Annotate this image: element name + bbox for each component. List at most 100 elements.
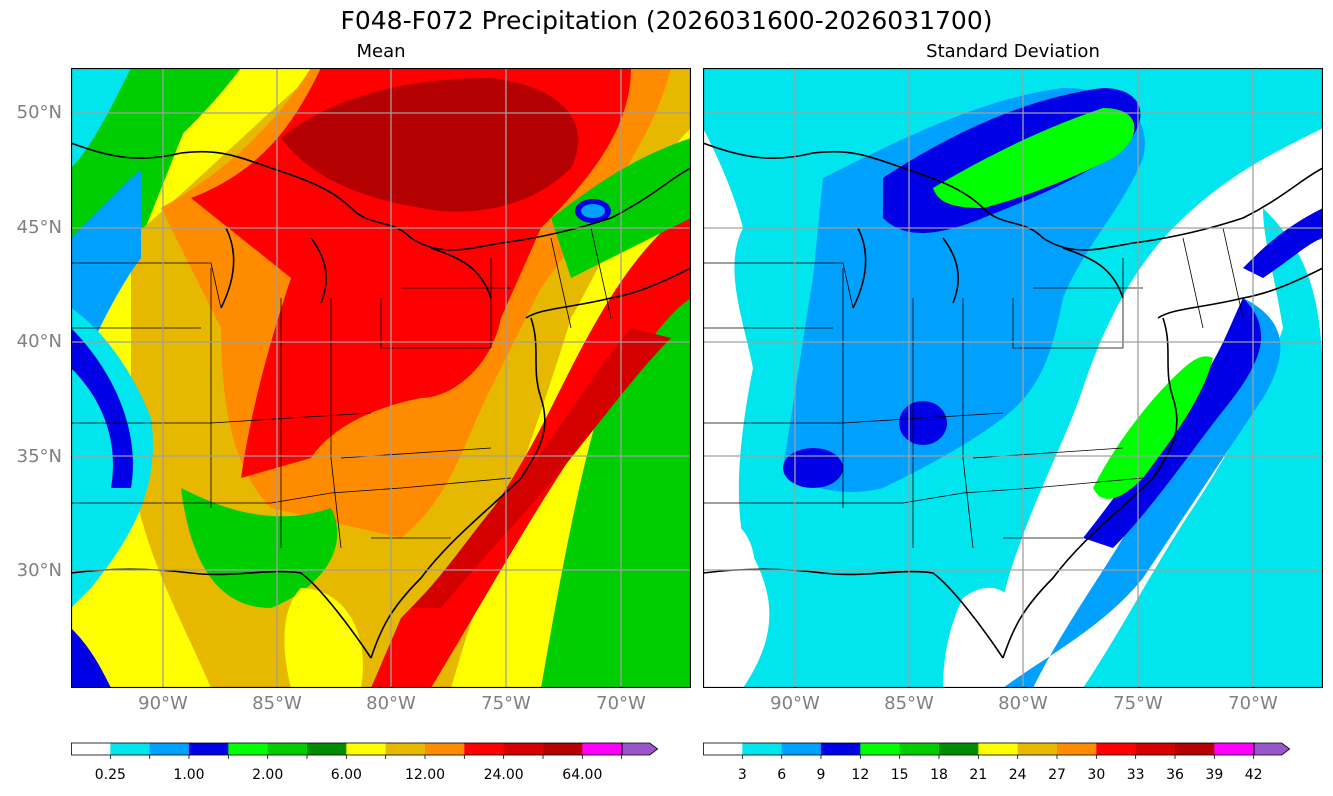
figure-title: F048-F072 Precipitation (2026031600-2026… <box>340 6 993 35</box>
lat-label-35n: 35°N <box>16 446 62 467</box>
mean-coastlines <box>71 142 691 659</box>
mean-contour-darkred-coast <box>411 328 671 608</box>
mean-colorbar-label: 64.00 <box>562 767 603 783</box>
stddev-lon-label-85w: 85°W <box>884 693 934 714</box>
mean-colorbar-swatch <box>228 743 269 755</box>
stddev-map-frame <box>703 68 1323 688</box>
stddev-colorbar <box>703 742 1291 759</box>
mean-panel-title: Mean <box>356 41 406 62</box>
mean-colorbar-label: 2.00 <box>252 767 284 783</box>
stddev-colorbar-outline <box>703 742 1255 756</box>
stddev-colorbar-label: 27 <box>1048 767 1066 783</box>
stddev-coastlines <box>703 142 1323 659</box>
mean-lon-label-75w: 75°W <box>481 693 531 714</box>
stddev-map <box>703 68 1323 688</box>
stddev-colorbar-label: 39 <box>1205 767 1224 783</box>
mean-colorbar-label: 1.00 <box>173 767 205 783</box>
mean-colorbar-swatch <box>110 743 151 755</box>
mean-colorbar-outline <box>71 742 623 756</box>
mean-colorbar-swatch <box>346 743 387 755</box>
mean-contour-cyan-northwest <box>71 68 131 168</box>
mean-contour-green-northwest <box>101 68 241 178</box>
mean-contour-blue-southwest <box>71 628 111 688</box>
stddev-colorbar-label: 36 <box>1166 767 1184 783</box>
mean-map-frame <box>71 68 691 688</box>
mean-lon-label-70w: 70°W <box>596 693 646 714</box>
mean-lon-label-80w: 80°W <box>366 693 416 714</box>
stddev-colorbar-label: 18 <box>930 767 948 783</box>
mean-contour-blue-west <box>71 328 133 488</box>
stddev-contour-white-florida <box>943 587 1025 688</box>
stddev-contour-blue-east <box>1243 208 1323 278</box>
mean-colorbar-swatch <box>425 743 465 755</box>
stddev-colorbar-swatch <box>1175 743 1215 755</box>
mean-colorbar-swatch <box>503 743 544 755</box>
stddev-colorbar-swatch <box>939 743 979 755</box>
mean-state-borders <box>71 227 612 549</box>
stddev-contour-lightblue <box>783 88 1145 492</box>
mean-colorbar-label: 12.00 <box>404 767 446 783</box>
stddev-contour-cyan-east <box>1083 208 1323 688</box>
mean-contour-darkred-north <box>281 78 579 212</box>
lat-label-50n: 50°N <box>16 102 62 123</box>
stddev-contour-blue-center <box>899 401 947 445</box>
stddev-colorbar-swatch <box>978 743 1019 755</box>
stddev-colorbar-swatch <box>821 743 861 755</box>
mean-colorbar-swatch <box>307 743 347 755</box>
stddev-colorbar-swatch <box>1214 743 1255 755</box>
stddev-colorbar-swatch <box>1017 743 1058 755</box>
mean-colorbar-label: 0.25 <box>94 767 126 783</box>
mean-lon-label-90w: 90°W <box>138 693 188 714</box>
lat-label-40n: 40°N <box>16 331 62 352</box>
mean-contour-green-south <box>181 488 338 608</box>
stddev-colorbar-label: 30 <box>1087 767 1106 783</box>
stddev-colorbar-label: 3 <box>737 767 747 783</box>
stddev-colorbar-label: 9 <box>816 767 826 783</box>
mean-colorbar-swatch <box>149 743 190 755</box>
stddev-colorbar-label: 24 <box>1008 767 1027 783</box>
mean-colorbar-swatch <box>582 743 623 755</box>
mean-lon-label-85w: 85°W <box>252 693 302 714</box>
mean-colorbar-label: 6.00 <box>330 767 362 783</box>
mean-colorbar-swatch <box>71 743 111 755</box>
stddev-contour-white-southwest <box>703 516 755 648</box>
stddev-contour-blue-south <box>783 448 843 488</box>
stddev-colorbar-label: 42 <box>1244 767 1263 783</box>
stddev-colorbar-swatch <box>1057 743 1097 755</box>
stddev-colorbar-swatch <box>703 743 743 755</box>
stddev-colorbar-label: 12 <box>851 767 870 783</box>
stddev-panel-title: Standard Deviation <box>926 41 1100 62</box>
stddev-contour-green-coast <box>1093 356 1213 499</box>
lat-label-30n: 30°N <box>16 560 62 581</box>
mean-colorbar-extend-arrow <box>621 742 659 756</box>
mean-gridlines <box>71 68 691 688</box>
stddev-colorbar-swatch <box>860 743 901 755</box>
mean-contour-yellow-florida <box>284 588 363 688</box>
stddev-lon-label-70w: 70°W <box>1228 693 1278 714</box>
stddev-colorbar-swatch <box>1096 743 1137 755</box>
stddev-colorbar-swatch <box>742 743 783 755</box>
mean-colorbar-swatch <box>189 743 229 755</box>
stddev-colorbar-extend-arrow <box>1253 742 1291 756</box>
stddev-colorbar-label: 33 <box>1126 767 1145 783</box>
stddev-colorbar-swatch <box>781 743 822 755</box>
stddev-colorbar-label: 6 <box>777 767 787 783</box>
mean-colorbar <box>71 742 659 759</box>
mean-colorbar-swatch <box>267 743 308 755</box>
mean-colorbar-swatch <box>543 743 583 755</box>
stddev-gridlines <box>703 68 1323 688</box>
stddev-colorbar-swatch <box>899 743 940 755</box>
stddev-contour-green-north <box>933 108 1135 208</box>
stddev-state-borders <box>703 227 1244 549</box>
stddev-lon-label-80w: 80°W <box>998 693 1048 714</box>
mean-colorbar-swatch <box>464 743 505 755</box>
mean-colorbar-label: 24.00 <box>483 767 524 783</box>
mean-map <box>71 68 691 688</box>
lat-label-45n: 45°N <box>16 217 62 238</box>
mean-colorbar-swatch <box>385 743 426 755</box>
stddev-colorbar-swatch <box>1135 743 1176 755</box>
stddev-colorbar-label: 15 <box>890 767 909 783</box>
stddev-lon-label-90w: 90°W <box>770 693 820 714</box>
mean-contour-lightblue-spot <box>581 204 605 218</box>
stddev-lon-label-75w: 75°W <box>1113 693 1163 714</box>
